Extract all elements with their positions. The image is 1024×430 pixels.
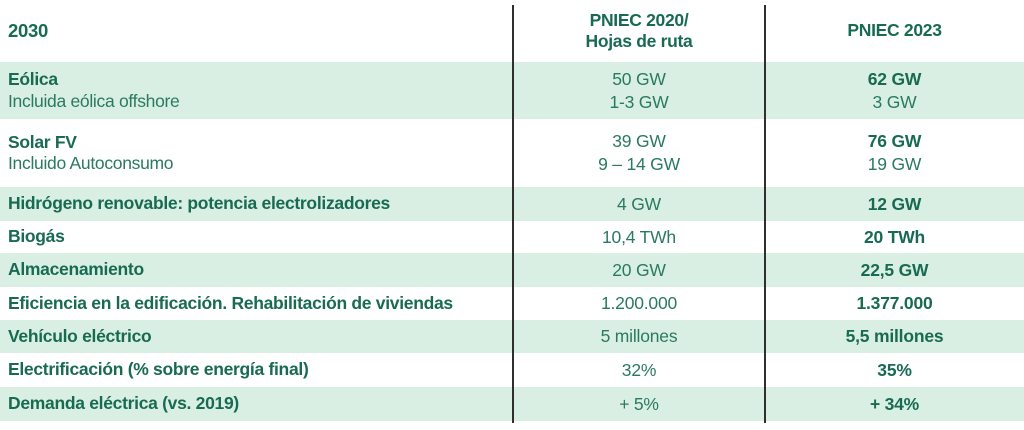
pniec-2023-value: 5,5 millones bbox=[845, 326, 944, 347]
pniec-2023-value: 1.377.000 bbox=[856, 293, 933, 314]
pniec-2020-value-cell: 32% bbox=[513, 353, 765, 387]
pniec-2023-value: 62 GW bbox=[867, 68, 922, 89]
pniec-2020-value-cell: 20 GW bbox=[513, 253, 765, 287]
header-pniec-2023-label: PNIEC 2023 bbox=[847, 20, 942, 41]
header-cell-pniec-2020: PNIEC 2020/ Hojas de ruta bbox=[513, 0, 765, 62]
row-label: Demanda eléctrica (vs. 2019) bbox=[8, 393, 239, 414]
pniec-2020-value-cell: 1.200.000 bbox=[513, 287, 765, 320]
row-label-cell: Eólica Incluida eólica offshore bbox=[0, 62, 513, 119]
row-label-cell: Hidrógeno renovable: potencia electroliz… bbox=[0, 187, 513, 221]
pniec-2020-value-cell: 10,4 TWh bbox=[513, 221, 765, 253]
column-divider bbox=[512, 5, 514, 423]
row-sublabel: Incluida eólica offshore bbox=[8, 90, 180, 111]
row-label: Solar FV bbox=[8, 131, 77, 152]
pniec-2020-value-cell: 39 GW 9 – 14 GW bbox=[513, 119, 765, 187]
row-sublabel: Incluido Autoconsumo bbox=[8, 153, 174, 173]
pniec-2023-value: 12 GW bbox=[867, 193, 922, 214]
column-divider bbox=[764, 5, 766, 423]
row-label-cell: Solar FV Incluido Autoconsumo bbox=[0, 119, 513, 187]
pniec-2023-value-cell: 22,5 GW bbox=[765, 253, 1024, 287]
pniec-2023-value-cell: + 34% bbox=[765, 387, 1024, 421]
header-cell-pniec-2023: PNIEC 2023 bbox=[765, 0, 1024, 62]
pniec-2023-value: 22,5 GW bbox=[860, 259, 929, 280]
pniec-2023-value-cell: 35% bbox=[765, 353, 1024, 387]
row-label: Eólica bbox=[8, 69, 58, 90]
header-pniec-2020-line2: Hojas de ruta bbox=[585, 31, 693, 51]
row-label: Eficiencia en la edificación. Rehabilita… bbox=[8, 292, 453, 313]
header-year-label: 2030 bbox=[8, 20, 48, 41]
row-label-cell: Vehículo eléctrico bbox=[0, 320, 513, 353]
pniec-2020-value: 32% bbox=[621, 359, 657, 380]
row-label-cell: Electrificación (% sobre energía final) bbox=[0, 353, 513, 387]
pniec-2020-value-cell: 50 GW 1-3 GW bbox=[513, 62, 765, 119]
pniec-2023-subvalue: 3 GW bbox=[872, 91, 917, 112]
row-label: Almacenamiento bbox=[8, 259, 144, 280]
pniec-2023-value-cell: 20 TWh bbox=[765, 221, 1024, 253]
row-label-cell: Biogás bbox=[0, 221, 513, 253]
pniec-2020-value: 1.200.000 bbox=[600, 293, 678, 314]
pniec-2023-subvalue: 19 GW bbox=[867, 154, 922, 174]
pniec-2020-value-cell: 4 GW bbox=[513, 187, 765, 221]
pniec-2023-value: 76 GW bbox=[867, 131, 922, 152]
row-label: Vehículo eléctrico bbox=[8, 325, 152, 346]
pniec-2020-value: 5 millones bbox=[600, 326, 678, 347]
row-label-cell: Eficiencia en la edificación. Rehabilita… bbox=[0, 287, 513, 320]
pniec-2020-value: 10,4 TWh bbox=[602, 226, 676, 247]
pniec-2023-value-cell: 76 GW 19 GW bbox=[765, 119, 1024, 187]
pniec-2020-value: 50 GW bbox=[612, 68, 666, 89]
header-pniec-2020-line1: PNIEC 2020/ bbox=[589, 9, 689, 30]
pniec-2023-value-cell: 5,5 millones bbox=[765, 320, 1024, 353]
row-label: Biogás bbox=[8, 226, 65, 247]
pniec-2020-value: 39 GW bbox=[612, 131, 666, 152]
header-cell-year: 2030 bbox=[0, 0, 513, 62]
pniec-2023-value-cell: 62 GW 3 GW bbox=[765, 62, 1024, 119]
row-label-cell: Almacenamiento bbox=[0, 253, 513, 287]
row-label: Electrificación (% sobre energía final) bbox=[8, 359, 309, 380]
pniec-2023-value-cell: 12 GW bbox=[765, 187, 1024, 221]
pniec-2023-value-cell: 1.377.000 bbox=[765, 287, 1024, 320]
pniec-2020-value: + 5% bbox=[619, 393, 659, 414]
pniec-2020-value: 4 GW bbox=[617, 193, 661, 214]
pniec-2020-subvalue: 9 – 14 GW bbox=[598, 154, 680, 174]
pniec-2023-value: + 34% bbox=[869, 393, 920, 414]
pniec-2023-value: 35% bbox=[877, 359, 912, 380]
pniec-2020-value: 20 GW bbox=[612, 259, 666, 280]
row-label: Hidrógeno renovable: potencia electroliz… bbox=[8, 193, 390, 214]
pniec-2020-value-cell: + 5% bbox=[513, 387, 765, 421]
pniec-2023-value: 20 TWh bbox=[863, 226, 926, 247]
row-label-cell: Demanda eléctrica (vs. 2019) bbox=[0, 387, 513, 421]
pniec-2020-value-cell: 5 millones bbox=[513, 320, 765, 353]
pniec-2020-subvalue: 1-3 GW bbox=[609, 91, 669, 112]
